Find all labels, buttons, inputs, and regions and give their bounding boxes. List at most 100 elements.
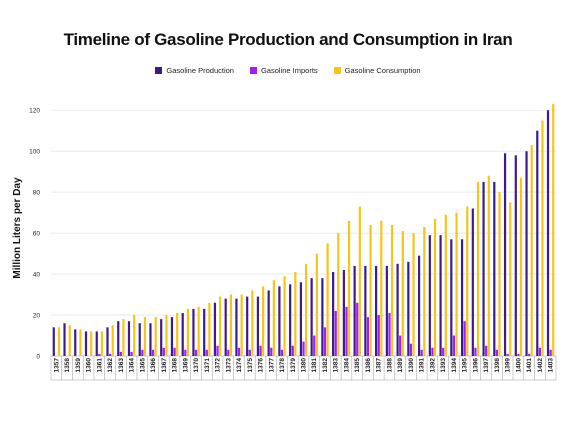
- x-tick-label: 1392: [429, 358, 436, 373]
- y-tick-label: 0: [36, 354, 40, 361]
- x-tick-label: 1368: [172, 358, 179, 373]
- bar-gasoline-production: [310, 278, 313, 356]
- legend: Gasoline Production Gasoline Imports Gas…: [0, 66, 576, 75]
- legend-item-consumption: Gasoline Consumption: [333, 66, 421, 75]
- bar-gasoline-production: [514, 155, 517, 356]
- bar-gasoline-imports: [485, 345, 488, 356]
- x-tick-label: 1394: [451, 358, 458, 373]
- x-tick-label: 1357: [53, 358, 60, 373]
- y-tick-label: 60: [33, 231, 41, 238]
- bar-gasoline-production: [181, 312, 184, 356]
- x-tick-label: 1373: [225, 358, 232, 373]
- bar-gasoline-consumption: [294, 272, 297, 356]
- bar-gasoline-production: [160, 319, 163, 356]
- bar-gasoline-consumption: [476, 181, 480, 356]
- bar-gasoline-consumption: [487, 175, 490, 356]
- legend-swatch-production: [155, 67, 163, 74]
- bar-gasoline-production: [482, 181, 485, 356]
- bar-gasoline-production: [203, 308, 206, 356]
- legend-label-production: Gasoline Production: [166, 66, 234, 75]
- legend-swatch-imports: [249, 67, 257, 74]
- bar-gasoline-consumption: [100, 331, 104, 356]
- x-tick-label: 1377: [268, 358, 275, 373]
- bar-gasoline-imports: [130, 351, 133, 356]
- bar-gasoline-imports: [549, 349, 552, 356]
- y-tick-label: 40: [33, 272, 41, 279]
- bar-gasoline-production: [525, 151, 528, 356]
- bar-gasoline-production: [95, 331, 98, 356]
- bar-gasoline-production: [84, 331, 88, 356]
- x-tick-label: 1384: [343, 358, 350, 373]
- x-tick-label: 1359: [75, 358, 82, 373]
- x-tick-label: 1379: [290, 358, 297, 373]
- bar-gasoline-production: [407, 261, 410, 356]
- bar-gasoline-production: [536, 130, 539, 356]
- y-tick-label: 100: [29, 149, 40, 156]
- bar-gasoline-production: [127, 321, 131, 356]
- bar-gasoline-imports: [442, 347, 445, 356]
- bar-gasoline-consumption: [165, 315, 168, 356]
- bar-gasoline-production: [450, 239, 453, 356]
- x-tick-label: 1398: [494, 358, 501, 373]
- legend-item-production: Gasoline Production: [155, 66, 234, 75]
- bar-gasoline-imports: [194, 349, 198, 356]
- bar-gasoline-production: [192, 308, 195, 356]
- bar-gasoline-consumption: [68, 325, 71, 356]
- bar-gasoline-imports: [409, 343, 413, 356]
- bar-gasoline-imports: [313, 335, 316, 356]
- bar-gasoline-consumption: [315, 253, 318, 356]
- bar-gasoline-imports: [399, 335, 402, 356]
- bar-gasoline-imports: [463, 321, 466, 356]
- x-tick-label: 1399: [505, 358, 512, 373]
- bar-gasoline-production: [256, 296, 260, 356]
- bar-gasoline-production: [493, 181, 496, 356]
- bar-gasoline-production: [396, 263, 399, 356]
- y-tick-label: 120: [29, 108, 40, 115]
- bar-gasoline-consumption: [337, 233, 340, 356]
- bar-gasoline-imports: [151, 349, 155, 356]
- x-tick-label: 1370: [193, 358, 200, 373]
- x-tick-label: 1396: [472, 358, 479, 373]
- bar-gasoline-imports: [538, 347, 541, 356]
- x-tick-label: 1358: [64, 358, 71, 373]
- bar-gasoline-production: [439, 235, 442, 356]
- bar-gasoline-production: [106, 327, 109, 356]
- bar-gasoline-production: [299, 282, 302, 356]
- bar-gasoline-production: [170, 317, 174, 356]
- bar-gasoline-consumption: [444, 214, 447, 356]
- x-tick-label: 1363: [118, 358, 125, 373]
- x-tick-label: 1378: [279, 358, 286, 373]
- x-tick-label: 1395: [462, 358, 469, 373]
- bar-gasoline-imports: [141, 349, 144, 356]
- bar-gasoline-production: [278, 286, 281, 356]
- y-tick-label: 20: [33, 313, 41, 320]
- chart-title: Timeline of Gasoline Production and Cons…: [63, 30, 513, 49]
- bar-gasoline-consumption: [111, 325, 114, 356]
- x-tick-label: 1386: [365, 358, 372, 373]
- bar-gasoline-consumption: [251, 290, 254, 356]
- x-tick-label: 1374: [236, 358, 243, 373]
- bar-gasoline-imports: [108, 353, 112, 356]
- x-tick-label: 1382: [322, 358, 329, 373]
- x-tick-label: 1360: [86, 358, 93, 373]
- bar-gasoline-imports: [302, 341, 305, 356]
- bar-gasoline-consumption: [380, 220, 383, 356]
- bar-gasoline-production: [117, 321, 120, 356]
- bar-gasoline-imports: [323, 327, 327, 356]
- bar-gasoline-production: [224, 298, 227, 356]
- bar-gasoline-consumption: [240, 294, 243, 356]
- bar-gasoline-production: [213, 302, 217, 356]
- bar-gasoline-imports: [528, 353, 531, 356]
- bar-gasoline-imports: [216, 345, 219, 356]
- bar-gasoline-production: [353, 265, 356, 356]
- bar-gasoline-imports: [162, 347, 165, 356]
- x-tick-label: 1376: [258, 358, 265, 373]
- x-tick-label: 1361: [96, 358, 103, 373]
- bar-gasoline-production: [74, 329, 77, 356]
- bar-gasoline-production: [267, 290, 270, 356]
- bar-gasoline-consumption: [122, 319, 125, 356]
- bar-gasoline-consumption: [262, 286, 265, 356]
- bar-gasoline-consumption: [390, 224, 394, 356]
- x-tick-label: 1369: [182, 358, 189, 373]
